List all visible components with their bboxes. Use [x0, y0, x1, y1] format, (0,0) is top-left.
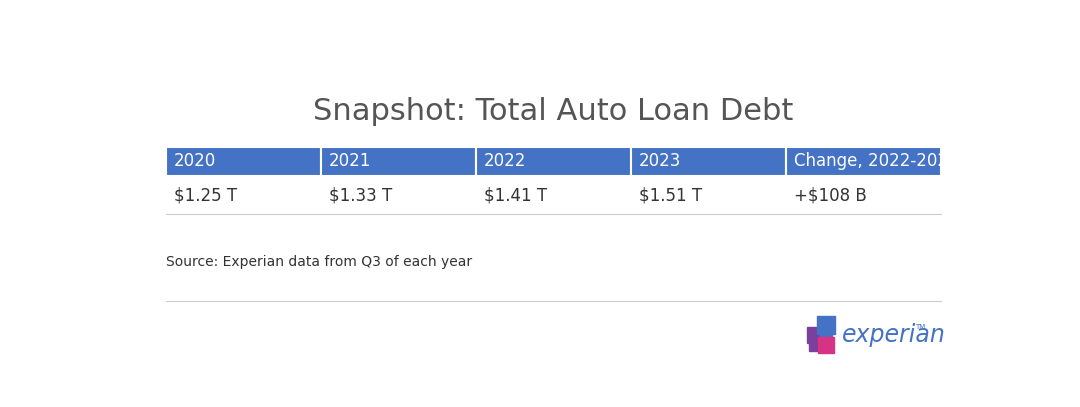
- Text: 2021: 2021: [328, 152, 372, 170]
- Text: 2022: 2022: [484, 152, 526, 170]
- Text: Source: Experian data from Q3 of each year: Source: Experian data from Q3 of each ye…: [166, 255, 472, 269]
- Bar: [476, 147, 631, 176]
- Text: $1.41 T: $1.41 T: [484, 186, 546, 204]
- Bar: [786, 147, 941, 176]
- Text: +$108 B: +$108 B: [794, 186, 866, 204]
- Text: 2020: 2020: [174, 152, 216, 170]
- Text: $1.25 T: $1.25 T: [174, 186, 237, 204]
- Text: 2023: 2023: [638, 152, 681, 170]
- Text: $1.51 T: $1.51 T: [638, 186, 702, 204]
- Bar: [166, 147, 321, 176]
- Text: experian: experian: [841, 322, 946, 346]
- Text: Change, 2022-2023: Change, 2022-2023: [794, 152, 958, 170]
- Bar: [631, 147, 786, 176]
- Bar: [321, 147, 476, 176]
- Text: $1.33 T: $1.33 T: [328, 186, 392, 204]
- Text: TM: TM: [916, 324, 926, 330]
- Text: Snapshot: Total Auto Loan Debt: Snapshot: Total Auto Loan Debt: [313, 96, 794, 126]
